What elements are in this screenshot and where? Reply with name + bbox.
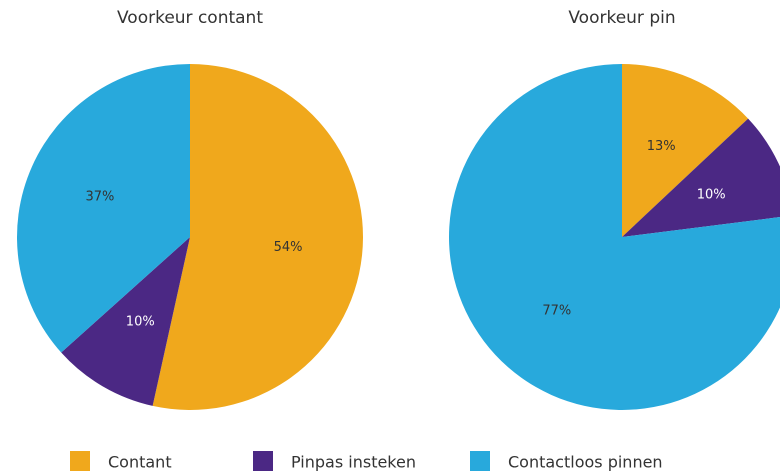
chart-title: Voorkeur pin (568, 8, 675, 28)
value-label: 10% (126, 315, 155, 330)
value-label: 54% (274, 240, 303, 255)
pie-slice (152, 64, 363, 410)
pie-slice (622, 64, 749, 237)
legend-label: Pinpas insteken (291, 453, 416, 472)
legend-swatch (70, 451, 90, 471)
pie-slice (61, 237, 191, 406)
value-label: 77% (542, 303, 571, 318)
legend-swatch (253, 451, 273, 471)
legend-swatch (470, 451, 490, 471)
pie-slice (449, 64, 780, 410)
pie-slice (17, 64, 190, 353)
value-label: 13% (647, 139, 676, 154)
legend-label: Contant (108, 453, 172, 472)
value-label: 10% (697, 188, 726, 203)
legend-label: Contactloos pinnen (508, 453, 663, 472)
chart-title: Voorkeur contant (117, 8, 263, 28)
value-label: 37% (86, 189, 115, 204)
pie-slice (622, 118, 780, 237)
